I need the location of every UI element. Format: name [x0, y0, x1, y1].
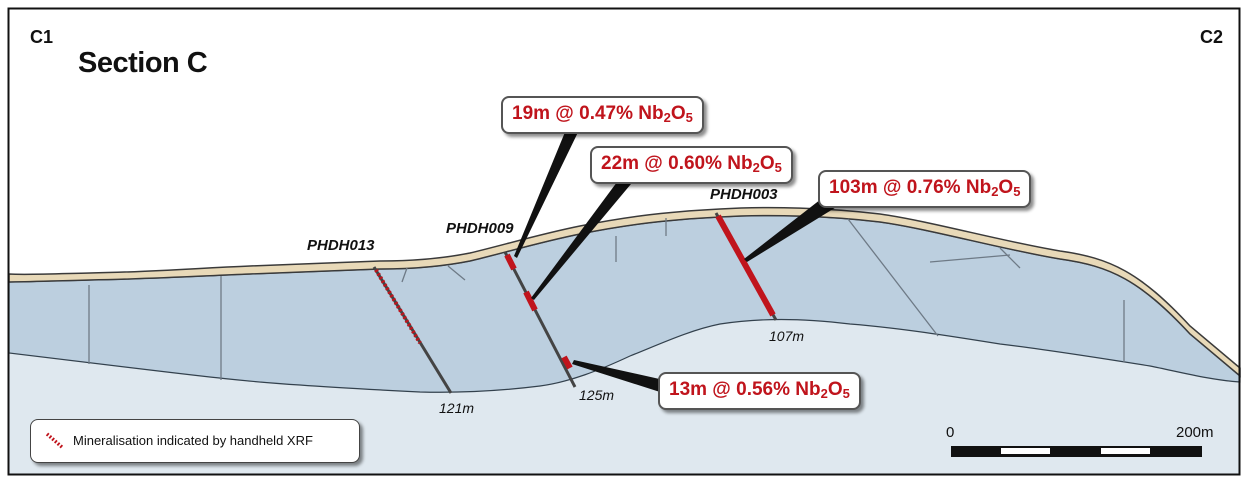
intercept-callout-19m: 19m @ 0.47% Nb2O5: [501, 96, 704, 134]
drillhole-label-phdh003: PHDH003: [710, 186, 778, 203]
intercept-callout-103m: 103m @ 0.76% Nb2O5: [818, 170, 1032, 208]
intercept-segment-103m: [715, 214, 776, 317]
depth-label-phdh013: 121m: [439, 400, 475, 416]
intercept-grade: 0.56%: [736, 379, 790, 400]
fault-lines: [88, 218, 1125, 380]
intercept-segment-19m: [504, 253, 517, 271]
intercept-width: 22m: [601, 153, 640, 174]
pointer-22m: [531, 174, 636, 300]
intercept-callout-13m: 13m @ 0.56% Nb2O5: [658, 372, 861, 410]
frame: [7, 7, 1241, 476]
intercept-segments: [504, 214, 776, 370]
drillhole-label-phdh013: PHDH013: [307, 237, 375, 254]
drillhole-trace-phdh009: [503, 251, 577, 388]
legend: Mineralisation indicated by handheld XRF: [30, 419, 360, 463]
intercept-width: 13m: [669, 379, 708, 400]
pointer-103m: [744, 196, 838, 262]
intercept-grade: 0.76%: [906, 177, 961, 198]
pointer-19m: [514, 120, 582, 258]
intercept-segment-13m: [561, 355, 573, 370]
section-title: Section C: [78, 47, 208, 79]
intercept-width: 19m: [512, 103, 551, 124]
depth-label-phdh003: 107m: [769, 328, 805, 344]
drillhole-label-phdh009: PHDH009: [446, 220, 514, 237]
intercept-grade: 0.47%: [579, 103, 633, 124]
section-end-left: C1: [30, 27, 54, 47]
pointer-13m: [572, 360, 664, 392]
callout-pointers: [514, 120, 838, 392]
intercept-callout-22m: 22m @ 0.60% Nb2O5: [590, 146, 793, 184]
legend-text: Mineralisation indicated by handheld XRF: [73, 433, 313, 448]
xrf-mineralisation-phdh013: [374, 268, 422, 345]
intercept-width: 103m: [829, 177, 878, 198]
depth-label-phdh009: 125m: [579, 387, 615, 403]
section-end-right: C2: [1200, 27, 1224, 47]
scale-bar-end-label: 200m: [1176, 424, 1214, 441]
intercept-segment-22m: [523, 290, 538, 312]
scale-bar-start-label: 0: [946, 424, 955, 441]
scale-bar: [951, 446, 1202, 457]
xrf-legend-symbol-icon: [45, 432, 65, 450]
intercept-grade: 0.60%: [668, 153, 722, 174]
